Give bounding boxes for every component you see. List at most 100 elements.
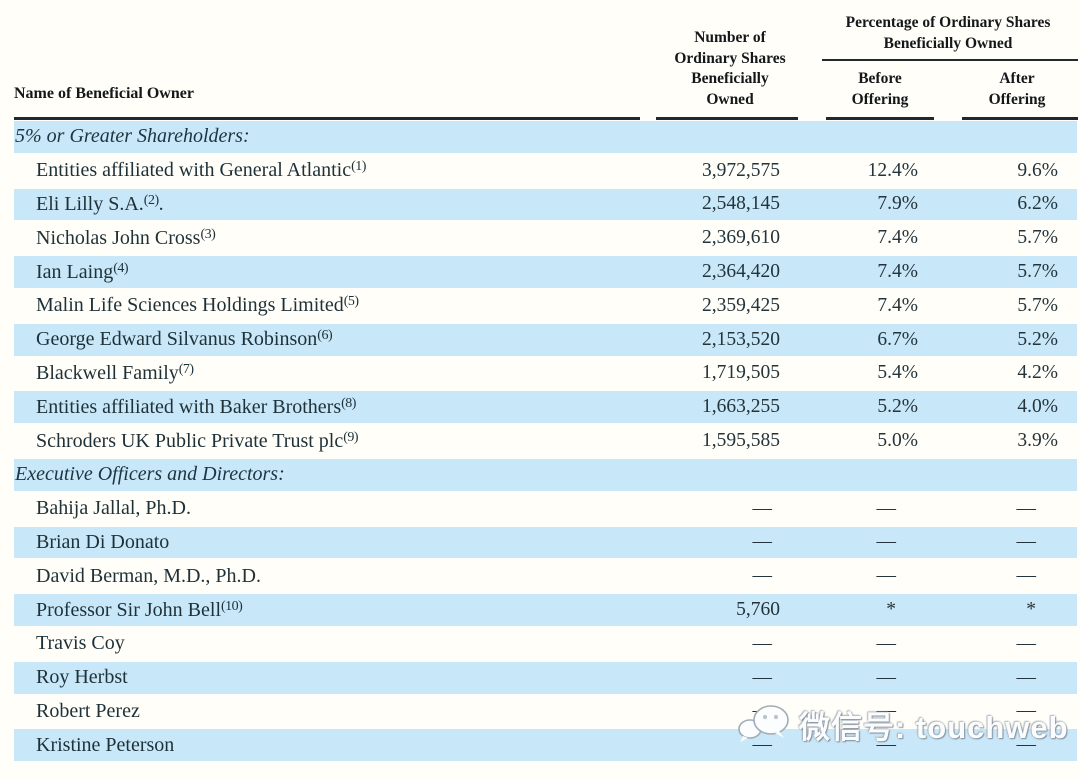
shares-owned-cell: — xyxy=(752,497,773,519)
section-row: Executive Officers and Directors: xyxy=(14,458,1077,493)
after-offering-cell: 5.2% xyxy=(1017,328,1058,350)
after-offering-cell: 5.7% xyxy=(1017,261,1058,283)
table-row: Bahija Jallal, Ph.D. — — — xyxy=(14,493,1077,527)
after-offering-cell: — xyxy=(1016,531,1037,553)
footnote-marker: (4) xyxy=(113,260,129,276)
shares-owned-cell: — xyxy=(752,700,773,722)
name-column-underline xyxy=(14,117,640,120)
after-offering-cell: 4.0% xyxy=(1017,396,1058,418)
footnote-marker: (2) xyxy=(143,192,159,208)
shares-owned-cell: 5,760 xyxy=(736,599,780,621)
before-offering-cell: — xyxy=(876,632,897,654)
before-offering-cell: 7.4% xyxy=(877,227,918,249)
table-row: Entities affiliated with Baker Brothers(… xyxy=(14,391,1077,426)
after-column-underline xyxy=(962,117,1078,120)
shares-owned-cell: 2,369,610 xyxy=(702,227,780,249)
owner-name-cell: Schroders UK Public Private Trust plc(9) xyxy=(36,429,359,452)
before-offering-cell: 5.0% xyxy=(877,430,918,452)
footnote-marker: (6) xyxy=(317,328,333,344)
shares-owned-cell: 2,153,520 xyxy=(702,328,780,350)
after-offering-cell: * xyxy=(1026,599,1036,621)
footnote-marker: (5) xyxy=(343,294,359,310)
owner-name-cell: Brian Di Donato xyxy=(36,530,170,553)
footnote-marker: (1) xyxy=(351,159,366,175)
table-row: Kristine Peterson — — — xyxy=(14,729,1077,764)
owner-name-cell: Blackwell Family(7) xyxy=(36,361,194,384)
before-offering-cell: — xyxy=(876,497,897,519)
table-row: Roy Herbst — — — xyxy=(14,661,1077,696)
owner-name-cell: Entities affiliated with General Atlanti… xyxy=(36,159,366,182)
percentage-group-header: Percentage of Ordinary Shares Beneficial… xyxy=(845,14,1051,52)
footnote-marker: (8) xyxy=(341,395,356,411)
after-offering-cell: — xyxy=(1016,666,1037,688)
shares-owned-cell: 3,972,575 xyxy=(702,159,780,181)
after-offering-cell: — xyxy=(1016,497,1037,519)
percentage-group-underline xyxy=(822,59,1078,61)
table-row: Nicholas John Cross(3) 2,369,610 7.4% 5.7% xyxy=(14,222,1077,257)
name-column-header: Name of Beneficial Owner xyxy=(14,85,194,102)
before-offering-cell: 5.2% xyxy=(877,396,918,418)
shares-owned-cell: 2,359,425 xyxy=(702,294,780,316)
before-offering-cell: — xyxy=(876,531,897,553)
table-row: George Edward Silvanus Robinson(6) 2,153,… xyxy=(14,323,1077,358)
owner-name-cell: 5% or Greater Shareholders: xyxy=(15,125,250,148)
owner-name-cell: David Berman, M.D., Ph.D. xyxy=(36,564,261,587)
shares-owned-cell: — xyxy=(752,666,773,688)
shares-owned-cell: — xyxy=(752,565,773,587)
before-offering-cell: — xyxy=(876,700,897,722)
owner-name-cell: Ian Laing(4) xyxy=(36,260,129,283)
before-offering-cell: — xyxy=(876,734,897,756)
before-offering-cell: 7.4% xyxy=(877,261,918,283)
footnote-marker: (10) xyxy=(221,598,243,614)
footnote-marker: (9) xyxy=(343,429,359,445)
table-row: David Berman, M.D., Ph.D. — — — xyxy=(14,560,1077,595)
table-row: Robert Perez — — — xyxy=(14,696,1077,730)
before-offering-cell: 12.4% xyxy=(867,159,918,181)
after-offering-cell: 3.9% xyxy=(1017,430,1058,452)
table-row: Schroders UK Public Private Trust plc(9)… xyxy=(14,425,1077,459)
shares-owned-cell: — xyxy=(752,531,773,553)
table-row: Professor Sir John Bell(10) 5,760 * * xyxy=(14,594,1077,628)
after-offering-column-header: After Offering xyxy=(988,70,1046,108)
before-offering-cell: 7.9% xyxy=(877,193,918,215)
after-offering-cell: — xyxy=(1016,632,1037,654)
owner-name-cell: Nicholas John Cross(3) xyxy=(36,226,216,249)
shares-column-header: Number of Ordinary Shares Beneficially O… xyxy=(674,29,786,108)
shares-column-underline xyxy=(656,117,798,120)
shares-owned-cell: 2,364,420 xyxy=(702,261,780,283)
table-row: Travis Coy — — — xyxy=(14,628,1077,662)
owner-name-cell: Roy Herbst xyxy=(36,666,128,689)
before-offering-column-header: Before Offering xyxy=(851,70,909,108)
before-offering-cell: — xyxy=(876,666,897,688)
table-row: Blackwell Family(7) 1,719,505 5.4% 4.2% xyxy=(14,358,1077,392)
owner-name-cell: Kristine Peterson xyxy=(36,733,175,756)
before-offering-cell: 6.7% xyxy=(877,328,918,350)
owner-name-cell: Professor Sir John Bell(10) xyxy=(36,598,243,621)
table-row: Brian Di Donato — — — xyxy=(14,526,1077,561)
after-offering-cell: 6.2% xyxy=(1017,193,1058,215)
section-row: 5% or Greater Shareholders: xyxy=(14,121,1077,155)
shares-owned-cell: 1,595,585 xyxy=(702,430,780,452)
before-column-underline xyxy=(826,117,934,120)
owner-name-cell: Eli Lilly S.A.(2). xyxy=(36,192,164,215)
table-row: Entities affiliated with General Atlanti… xyxy=(14,155,1077,189)
before-offering-cell: 5.4% xyxy=(877,362,918,384)
after-offering-cell: — xyxy=(1016,700,1037,722)
owner-name-cell: Entities affiliated with Baker Brothers(… xyxy=(36,395,356,418)
shares-owned-cell: — xyxy=(752,632,773,654)
before-offering-cell: * xyxy=(886,599,896,621)
after-offering-cell: — xyxy=(1016,565,1037,587)
table-body: 5% or Greater Shareholders: Entities affi… xyxy=(14,121,1077,764)
table-row: Ian Laing(4) 2,364,420 7.4% 5.7% xyxy=(14,256,1077,290)
owner-name-cell: George Edward Silvanus Robinson(6) xyxy=(36,328,333,351)
shares-owned-cell: 1,719,505 xyxy=(702,362,780,384)
footnote-marker: (3) xyxy=(200,226,216,242)
before-offering-cell: 7.4% xyxy=(877,294,918,316)
owner-name-cell: Bahija Jallal, Ph.D. xyxy=(36,497,191,520)
owner-name-cell: Executive Officers and Directors: xyxy=(15,463,285,486)
table-row: Eli Lilly S.A.(2). 2,548,145 7.9% 6.2% xyxy=(14,188,1077,223)
table-row: Malin Life Sciences Holdings Limited(5) 2… xyxy=(14,290,1077,324)
before-offering-cell: — xyxy=(876,565,897,587)
owner-name-cell: Travis Coy xyxy=(36,632,125,655)
